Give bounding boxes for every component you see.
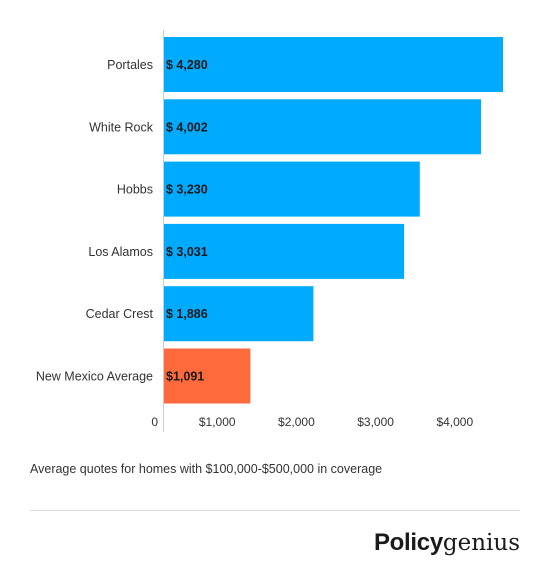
x-tick-label-1: $1,000	[199, 415, 236, 429]
logo-bold-text: Policy	[373, 529, 443, 556]
category-label-3: Los Alamos	[88, 245, 153, 259]
x-tick-label-4: $4,000	[436, 415, 473, 429]
bar-chart: Portales White Rock Hobbs Los Alamos Cedar C…	[36, 30, 503, 432]
bar-3	[164, 223, 405, 279]
x-tick-label-2: $2,000	[278, 415, 315, 429]
data-label-1: $ 4,002	[166, 120, 208, 134]
chart-footnote: Average quotes for homes with $100,000-$…	[30, 462, 383, 476]
bar-2	[164, 161, 420, 217]
bar-5	[164, 348, 251, 404]
policygenius-logo: Policygenius	[374, 528, 520, 558]
x-tick-labels: 0 $1,000 $2,000 $3,000 $4,000	[151, 415, 473, 429]
logo-light-text: genius	[442, 530, 520, 556]
category-label-2: Hobbs	[117, 183, 153, 197]
data-label-2: $ 3,230	[166, 183, 208, 197]
category-label-4: Cedar Crest	[86, 307, 154, 321]
data-label-5: $1,091	[166, 370, 204, 384]
bar-1	[164, 99, 481, 155]
category-label-0: Portales	[107, 58, 153, 72]
data-labels: $ 4,280 $ 4,002 $ 3,230 $ 3,031 $ 1,886 $1,09…	[166, 58, 208, 384]
bar-4	[164, 286, 314, 342]
category-label-5: New Mexico Average	[36, 370, 153, 384]
divider	[30, 510, 520, 511]
x-tick-label-3: $3,000	[357, 415, 394, 429]
category-label-1: White Rock	[89, 120, 154, 134]
x-tick-label-0: 0	[151, 415, 158, 429]
data-label-3: $ 3,031	[166, 245, 208, 259]
data-label-0: $ 4,280	[166, 58, 208, 72]
bar-0	[164, 37, 503, 92]
category-labels: Portales White Rock Hobbs Los Alamos Cedar C…	[36, 58, 154, 384]
data-label-4: $ 1,886	[166, 307, 208, 321]
bars	[164, 37, 503, 404]
